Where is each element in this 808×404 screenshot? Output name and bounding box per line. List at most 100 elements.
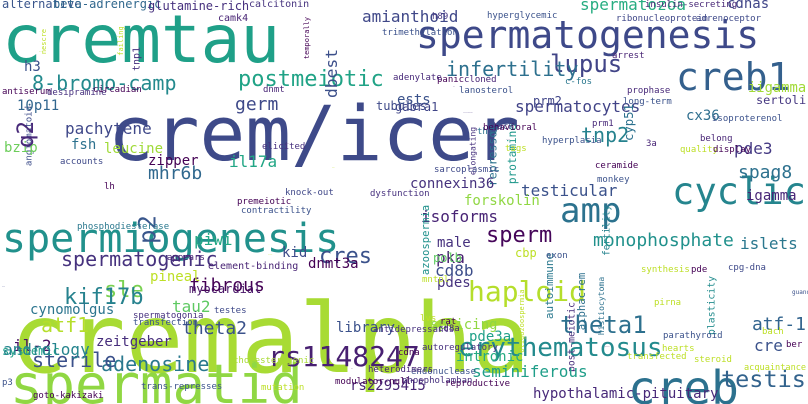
cloud-word: behavioral <box>483 123 537 133</box>
cloud-word: library <box>336 320 395 336</box>
cloud-word: 3a <box>646 139 657 149</box>
cloud-word: postmeiotic <box>238 67 384 92</box>
cloud-word: cyclic <box>672 170 806 213</box>
cloud-word: fertility <box>601 205 612 256</box>
cloud-word: myocardial <box>189 282 261 296</box>
cloud-word: spermatogenic <box>61 247 218 271</box>
cloud-word: mntpl <box>422 275 449 285</box>
cloud-word: parathyroid <box>663 331 723 341</box>
cloud-word: repressor <box>486 124 500 186</box>
cloud-word: tax <box>453 85 455 88</box>
cloud-word: antiserum <box>2 87 51 97</box>
cloud-word: adenosine <box>101 352 209 376</box>
cloud-word: 8-bromo-camp <box>32 71 177 95</box>
cloud-word: phospholamban <box>402 376 472 386</box>
cloud-word: atf1 <box>41 313 89 337</box>
cloud-word: pirna <box>654 298 681 308</box>
cloud-word: male <box>437 235 471 251</box>
cloud-word: modulator-null <box>335 377 411 387</box>
cloud-word: rat <box>440 317 456 327</box>
cloud-word: autoregulatory <box>422 343 498 353</box>
cloud-word: sterile <box>32 348 116 372</box>
cloud-word: ests <box>397 92 431 108</box>
cloud-word: elongating <box>469 127 478 175</box>
cloud-word: sarcoplasmic <box>434 165 499 175</box>
cloud-word: dysfunction <box>370 189 430 199</box>
cloud-word: infertility <box>446 57 578 81</box>
cloud-word: panic <box>437 75 464 85</box>
cloud-word: splicing <box>430 317 497 333</box>
cloud-word: cholesterogenic <box>233 356 314 366</box>
cloud-word: camk4 <box>218 13 248 24</box>
cloud-word: crem/icer <box>108 89 520 178</box>
cloud-word: tnp2 <box>581 123 629 147</box>
cloud-word: dnmt <box>263 85 285 95</box>
cloud-word: endonuclease <box>411 367 476 377</box>
cloud-word: insulin-secreting <box>645 0 737 10</box>
cloud-word: adenylate <box>393 73 442 83</box>
cloud-word: cre <box>754 336 783 355</box>
cloud-word: cremtau <box>2 1 280 78</box>
cloud-word: prophase <box>627 86 670 96</box>
cloud-word: acquaintance <box>744 363 806 373</box>
cloud-word: awsri <box>332 167 335 169</box>
cloud-word: leucine <box>104 141 163 157</box>
cloud-word: isoforms <box>421 207 498 226</box>
cloud-word: trans-represses <box>141 382 222 392</box>
cloud-word: accounts <box>60 157 103 167</box>
cloud-word: testicular <box>521 181 618 200</box>
cloud-word: display <box>713 145 752 155</box>
cloud-word: appears <box>167 253 205 263</box>
cloud-word: rs2295415 <box>350 378 426 394</box>
cloud-word: beta-adrenergic <box>53 0 161 11</box>
cloud-word: post-meiotic <box>566 302 577 372</box>
cloud-word: cd8b <box>435 261 474 280</box>
cloud-word: antidepressants <box>373 325 454 335</box>
cloud-word: sperm <box>486 223 552 248</box>
cloud-word: lvs <box>420 314 436 324</box>
cloud-word: spermiogenesis <box>2 216 339 262</box>
cloud-word: theta1 <box>560 311 647 339</box>
cloud-word: desipramine <box>47 88 107 98</box>
cloud-word: exon <box>546 251 568 261</box>
cloud-word: pde <box>691 265 707 275</box>
cloud-word: hyperplasia <box>542 136 602 146</box>
cloud-word: creb <box>628 361 739 404</box>
cloud-word: seminiferous <box>472 362 588 381</box>
cloud-word: phosphodiesterase <box>77 222 169 232</box>
cloud-word: connexin36 <box>410 176 494 192</box>
cloud-word: knock-out <box>285 188 334 198</box>
cloud-word: element-binding <box>208 261 298 272</box>
cloud-word: cremalpha <box>10 283 530 395</box>
cloud-word: spermatid <box>10 353 303 404</box>
cloud-word: myxoid <box>39 51 43 53</box>
cloud-word: circadian <box>93 85 142 95</box>
cloud-word: transfected <box>627 352 687 362</box>
cloud-word: trimethylation <box>382 28 458 38</box>
cloud-word: erythematosus <box>459 333 663 363</box>
cloud-word: spag8 <box>738 162 792 183</box>
cloud-word: glutamine-rich <box>148 0 249 13</box>
cloud-word: spermatozoa <box>580 0 686 14</box>
cloud-word: germ <box>235 94 278 115</box>
cloud-word: polb <box>433 251 462 265</box>
cloud-word: alphacrem <box>576 273 588 330</box>
cloud-word: forskolin <box>464 193 540 209</box>
cloud-word: bach <box>762 327 784 337</box>
cloud-word: histiocytoma <box>596 277 606 336</box>
cloud-word: spermatogonia <box>133 311 203 321</box>
cloud-word: angiomatoid <box>25 106 35 166</box>
cloud-word: mutation <box>261 383 304 393</box>
cloud-word: isoproterenol <box>712 114 782 124</box>
cloud-word: sertoli <box>756 93 806 107</box>
cloud-word: azoospermia <box>420 205 432 275</box>
cloud-word: pka <box>436 248 465 267</box>
cloud-word: cd4 <box>351 368 353 370</box>
cloud-word: lack <box>492 122 514 132</box>
cloud-word: tags <box>505 144 527 154</box>
cloud-word: 10p11 <box>17 98 59 114</box>
cloud-word: transfection <box>133 318 198 328</box>
cloud-word: h89 <box>432 12 448 22</box>
cloud-word: c-fos <box>565 77 592 87</box>
